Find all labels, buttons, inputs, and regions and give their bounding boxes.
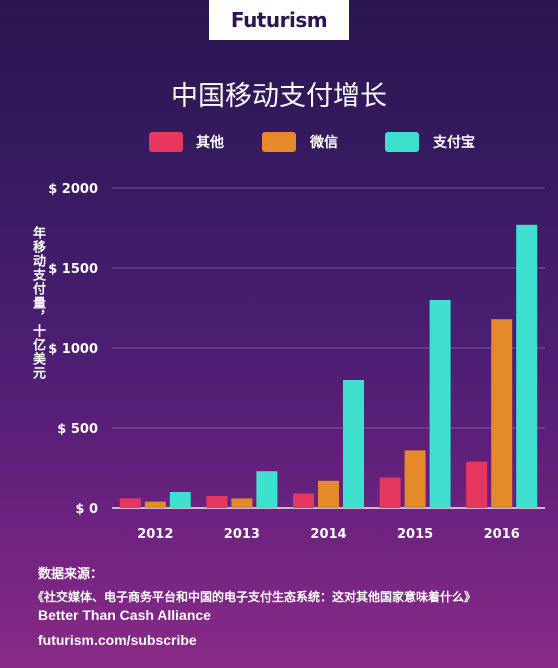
y-axis-label: 年移动支付量，十亿美元 — [30, 226, 45, 380]
source-org: Better Than Cash Alliance — [38, 607, 211, 623]
y-tick-label: $ 1000 — [48, 342, 98, 357]
legend-label-other: 其他 — [196, 135, 224, 151]
source-label: 数据来源： — [38, 567, 104, 582]
y-tick-label: $ 2000 — [48, 182, 98, 197]
bar — [404, 450, 426, 508]
y-tick-label: $ 500 — [57, 422, 98, 437]
bar — [293, 493, 314, 508]
chart-title: 中国移动支付增长 — [171, 81, 387, 112]
legend-swatch-alipay — [385, 132, 419, 152]
source-report: 《社交媒体、电子商务平台和中国的电子支付生态系统：这对其他国家意味着什么》 — [32, 590, 477, 604]
x-tick-label: 2015 — [397, 527, 433, 542]
bar — [206, 496, 228, 508]
y-tick-label: $ 0 — [75, 502, 98, 517]
bar — [429, 300, 451, 508]
bar — [318, 480, 339, 508]
bar — [119, 498, 141, 508]
x-tick-label: 2014 — [310, 527, 346, 542]
x-tick-label: 2016 — [484, 527, 520, 542]
x-tick-label: 2013 — [224, 527, 260, 542]
bar — [169, 492, 191, 508]
legend-label-alipay: 支付宝 — [433, 135, 475, 151]
subscribe-link[interactable]: futurism.com/subscribe — [38, 632, 197, 648]
bar — [379, 477, 401, 508]
legend-swatch-wechat — [262, 132, 296, 152]
bar — [466, 461, 488, 508]
y-tick-label: $ 1500 — [48, 262, 98, 277]
bar — [144, 501, 166, 508]
futurism-logo[interactable]: Futurism — [209, 0, 349, 40]
bar — [231, 498, 253, 508]
legend-label-wechat: 微信 — [310, 135, 338, 151]
legend-swatch-other — [149, 132, 183, 152]
bar — [343, 380, 364, 508]
bar — [491, 319, 513, 508]
x-tick-label: 2012 — [137, 527, 173, 542]
bar — [516, 224, 538, 509]
bar — [256, 471, 278, 508]
